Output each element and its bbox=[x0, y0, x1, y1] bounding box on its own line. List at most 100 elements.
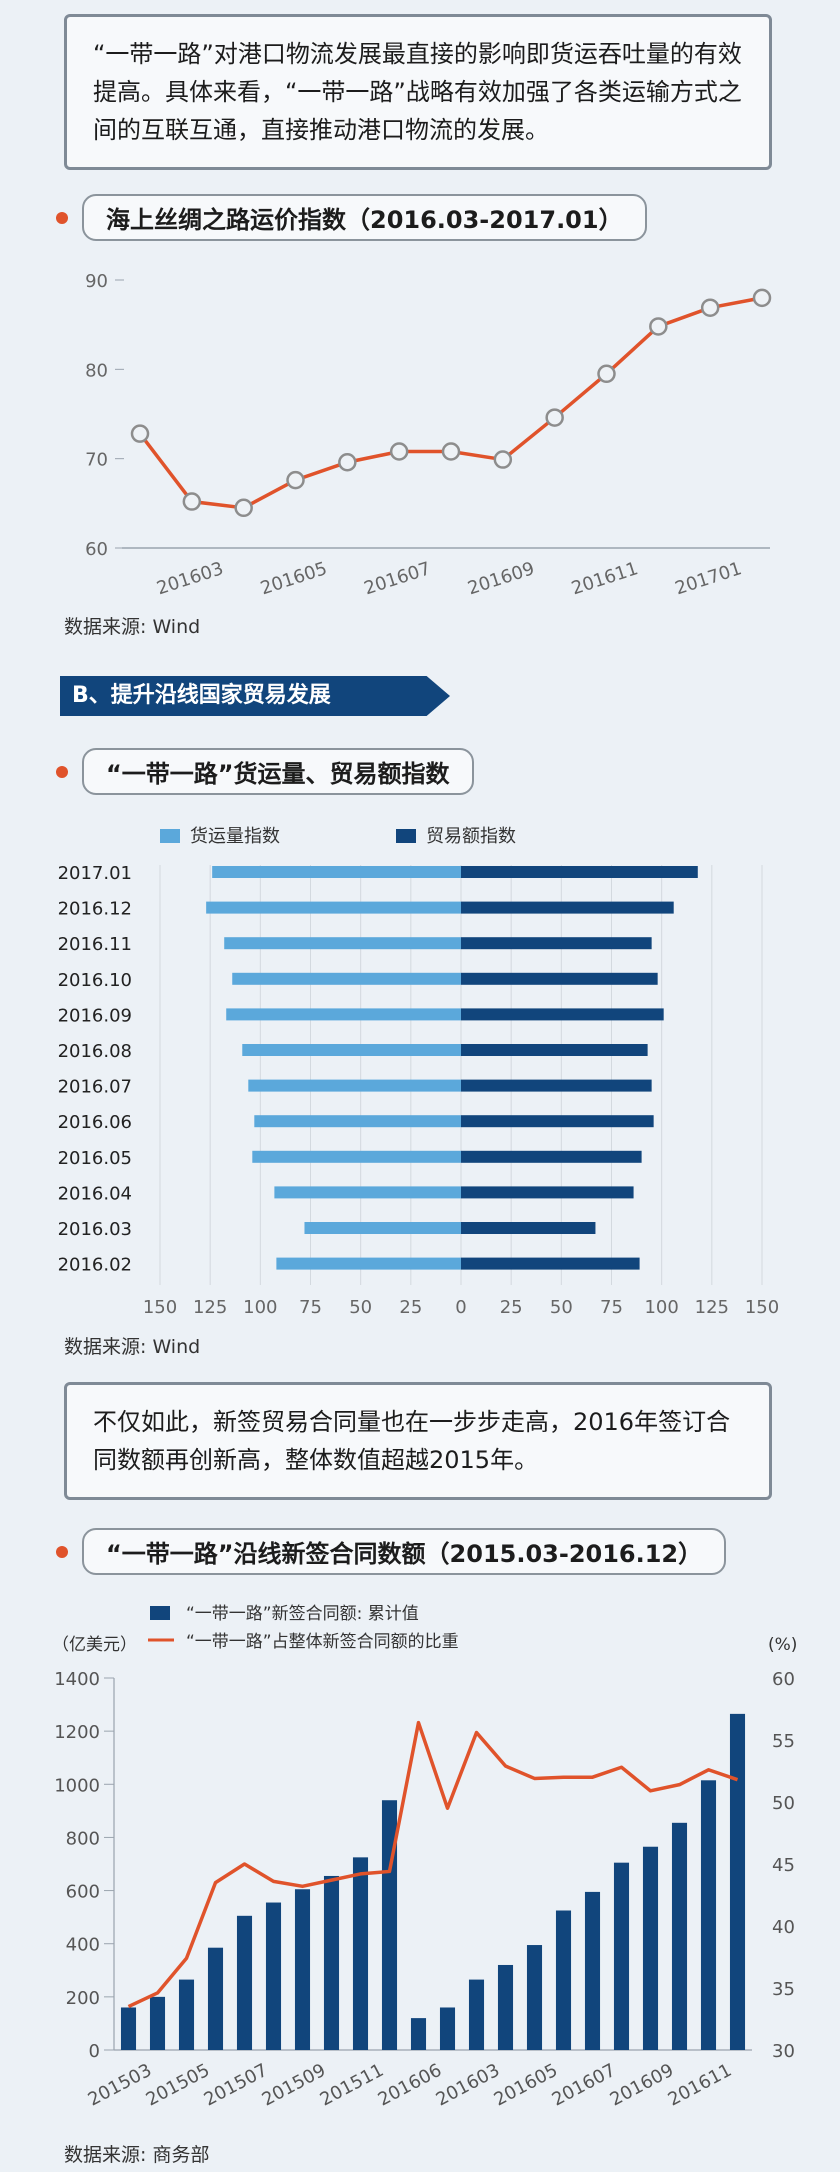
chart1-data-point bbox=[441, 442, 461, 461]
chart1-source: 数据来源: Wind bbox=[64, 616, 201, 638]
chart3-bar bbox=[294, 1889, 311, 2050]
chart2-bar-volume bbox=[206, 901, 461, 914]
chart2-x-tick-label: 125 bbox=[695, 1297, 729, 1318]
chart2-bar-volume bbox=[254, 1115, 461, 1128]
chart3-x-tick-label: 201503 bbox=[85, 2060, 156, 2111]
section-b-label: B、提升沿线国家贸易发展 bbox=[72, 683, 331, 708]
chart3-legend-label-bar: “一带一路”新签合同额: 累计值 bbox=[186, 1604, 419, 1624]
chart3-legend-swatch-bar bbox=[150, 1606, 170, 1620]
chart2-bar-trade bbox=[461, 937, 652, 950]
chart3-right-tick-label: 60 bbox=[772, 1669, 795, 1690]
chart2-category-label: 2016.06 bbox=[58, 1112, 132, 1133]
chart1-data-point bbox=[234, 498, 253, 518]
chart1-x-tick-label: 201701 bbox=[673, 558, 745, 599]
chart1-data-point bbox=[338, 452, 357, 472]
chart2-category-label: 2016.09 bbox=[58, 1005, 132, 1026]
chart3-bar bbox=[700, 1780, 717, 2050]
section-b-banner: B、提升沿线国家贸易发展 bbox=[60, 676, 450, 716]
chart1-data-point bbox=[597, 364, 616, 384]
chart3-new-contracts-combo-chart: “一带一路”新签合同额: 累计值 “一带一路”占整体新签合同额的比重 （亿美元） (%… bbox=[52, 1604, 797, 2111]
chart3-x-tick-label: 201606 bbox=[375, 2060, 446, 2111]
chart2-bar-trade bbox=[461, 1186, 634, 1199]
chart3-left-tick-label: 200 bbox=[66, 1988, 100, 2009]
chart2-bar-trade bbox=[461, 1008, 664, 1021]
chart3-bar bbox=[381, 1800, 398, 2050]
chart2-x-tick-label: 50 bbox=[550, 1297, 573, 1318]
chart2-legend-label: 货运量指数 bbox=[190, 826, 280, 847]
chart2-bar-trade bbox=[461, 1115, 654, 1128]
chart2-bar-volume bbox=[304, 1222, 461, 1234]
chart1-x-tick-label: 201605 bbox=[258, 558, 330, 599]
chart3-bar bbox=[526, 1945, 543, 2050]
chart1-data-point bbox=[493, 450, 513, 469]
chart3-x-tick-label: 201607 bbox=[549, 2060, 620, 2111]
chart2-volume-trade-bar-chart: 货运量指数 贸易额指数 150 125 100 75 50 25 0 25 50 75 100 125 15… bbox=[58, 826, 780, 1318]
chart2-x-tick-label: 150 bbox=[143, 1297, 177, 1318]
chart1-data-point bbox=[649, 317, 668, 336]
chart3-x-tick-label: 201611 bbox=[665, 2060, 736, 2111]
chart2-category-label: 2016.05 bbox=[58, 1148, 132, 1169]
chart1-x-tick-label: 201607 bbox=[362, 558, 434, 599]
chart1-title-wrap: 海上丝绸之路运价指数（2016.03-2017.01） bbox=[56, 194, 647, 241]
chart3-left-tick-label: 1000 bbox=[54, 1775, 100, 1796]
chart2-category-label: 2016.10 bbox=[58, 970, 132, 991]
chart1-y-tick-label: 60 bbox=[85, 539, 108, 560]
chart1-freight-index-line-chart: 60 70 80 90 201603 201605 201607 201609 201611 20… bbox=[85, 271, 772, 599]
chart3-x-tick-label: 201609 bbox=[607, 2060, 678, 2111]
chart1-y-tick-label: 90 bbox=[85, 271, 108, 292]
chart2-bar-volume bbox=[248, 1079, 461, 1092]
chart1-data-point bbox=[182, 492, 202, 511]
chart3-x-tick-label: 201511 bbox=[317, 2060, 388, 2111]
chart3-x-tick-label: 201505 bbox=[143, 2060, 214, 2111]
chart3-bar bbox=[468, 1979, 485, 2050]
chart2-bar-trade bbox=[461, 1044, 648, 1056]
chart1-x-tick-label: 201609 bbox=[465, 558, 537, 599]
chart2-bar-volume bbox=[242, 1044, 461, 1056]
chart3-right-tick-label: 55 bbox=[772, 1731, 795, 1752]
chart3-right-tick-label: 45 bbox=[772, 1855, 795, 1876]
chart2-x-tick-label: 100 bbox=[243, 1297, 277, 1318]
chart2-x-tick-label: 50 bbox=[349, 1297, 372, 1318]
chart2-bar-volume bbox=[212, 866, 461, 878]
chart3-title-wrap: “一带一路”沿线新签合同数额（2015.03-2016.12） bbox=[56, 1528, 727, 1575]
chart2-x-tick-label: 75 bbox=[299, 1297, 322, 1318]
chart3-bar bbox=[207, 1947, 224, 2050]
chart2-category-label: 2016.03 bbox=[58, 1219, 132, 1240]
intro-text: “一带一路”对港口物流发展最直接的影响即货运吞吐量的有效提高。具体来看，“一带一… bbox=[93, 40, 742, 144]
chart3-x-tick-label: 201509 bbox=[259, 2060, 330, 2111]
chart1-series-line bbox=[138, 296, 763, 510]
chart3-legend-label-line: “一带一路”占整体新签合同额的比重 bbox=[186, 1632, 459, 1652]
chart1-data-point bbox=[752, 288, 772, 308]
chart3-bar bbox=[584, 1891, 601, 2050]
chart2-category-label: 2016.12 bbox=[58, 899, 132, 920]
chart2-x-tick-label: 75 bbox=[600, 1297, 623, 1318]
mid-callout: 不仅如此，新签贸易合同量也在一步步走高，2016年签订合同数额再创新高，整体数值… bbox=[64, 1382, 772, 1500]
chart3-bar bbox=[178, 1979, 195, 2050]
chart2-legend-swatch bbox=[396, 829, 416, 843]
chart2-title: “一带一路”货运量、贸易额指数 bbox=[82, 748, 474, 795]
bullet-dot bbox=[56, 1545, 68, 1558]
chart2-bar-trade bbox=[461, 901, 674, 914]
chart2-legend-label: 贸易额指数 bbox=[426, 826, 516, 847]
chart2-bar-trade bbox=[461, 1257, 640, 1270]
chart2-bar-volume bbox=[252, 1150, 461, 1163]
chart3-bar bbox=[265, 1902, 282, 2050]
chart3-left-tick-label: 800 bbox=[66, 1828, 100, 1849]
chart2-bar-trade bbox=[461, 1222, 596, 1234]
chart3-bar bbox=[323, 1875, 340, 2050]
chart3-bar bbox=[671, 1822, 688, 2050]
chart2-bar-volume bbox=[224, 937, 461, 950]
chart2-category-label: 2016.04 bbox=[58, 1183, 132, 1204]
chart3-share-line bbox=[127, 1720, 739, 2009]
chart2-bar-volume bbox=[276, 1257, 461, 1270]
chart3-x-tick-label: 201605 bbox=[491, 2060, 562, 2111]
chart2-bar-trade bbox=[461, 866, 698, 878]
chart2-x-tick-label: 25 bbox=[500, 1297, 523, 1318]
chart2-source: 数据来源: Wind bbox=[64, 1336, 201, 1358]
chart2-category-label: 2016.11 bbox=[58, 934, 132, 955]
chart3-bar bbox=[120, 2007, 137, 2050]
chart3-bar bbox=[642, 1846, 659, 2050]
chart3-left-tick-label: 1400 bbox=[54, 1669, 100, 1690]
chart2-category-label: 2016.02 bbox=[58, 1255, 132, 1276]
chart3-right-tick-label: 40 bbox=[772, 1917, 795, 1938]
